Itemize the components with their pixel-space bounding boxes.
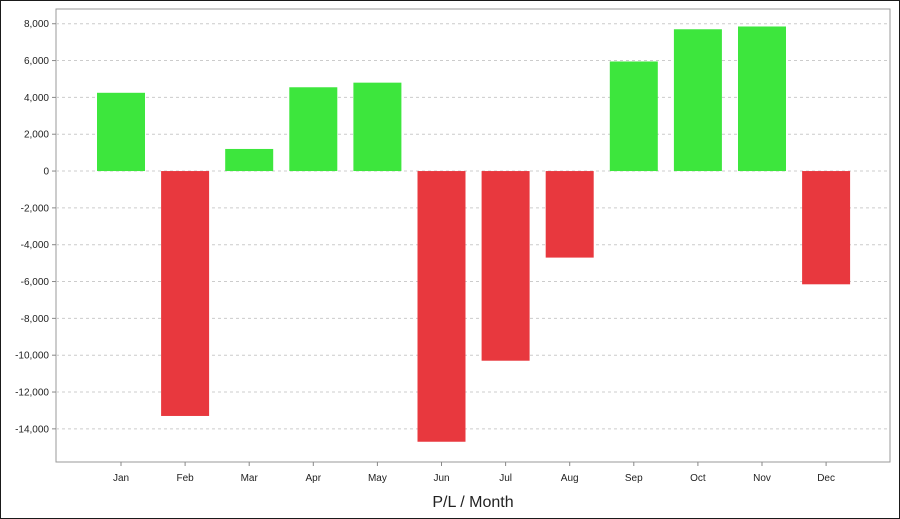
x-tick-label-jan: Jan [113,473,129,484]
x-tick-label-nov: Nov [753,473,771,484]
x-tick-label-jul: Jul [499,473,512,484]
y-tick-label: -12,000 [15,388,49,399]
x-tick-label-mar: Mar [241,473,259,484]
bar-nov [738,26,786,172]
y-tick-label: -14,000 [15,424,49,435]
bar-oct [673,29,722,172]
x-axis: Jan Feb Mar Apr May Jun Jul Aug Sep Oct Nov Dec [113,462,835,484]
y-tick-label: 4,000 [24,93,49,104]
bar-may [353,82,402,172]
y-tick-label: -8,000 [21,314,50,325]
y-tick-label: 8,000 [24,19,49,30]
bar-apr [289,87,338,172]
y-tick-label: 2,000 [24,130,49,141]
bar-dec [802,171,851,285]
bar-jan [97,92,145,172]
x-tick-label-feb: Feb [176,473,194,484]
y-axis: 8,000 6,000 4,000 2,000 0 -2,000 -4,000 -6,000 -… [15,19,56,435]
bar-mar [225,148,274,172]
y-tick-label: 0 [43,167,49,178]
y-tick-label: -6,000 [21,277,50,288]
x-tick-label-may: May [368,473,387,484]
bar-jun [417,171,466,442]
x-tick-label-dec: Dec [817,473,835,484]
bars [97,26,851,442]
y-tick-label: 6,000 [24,56,49,67]
x-tick-label-apr: Apr [306,473,322,484]
y-tick-label: -2,000 [21,203,50,214]
y-tick-label: -10,000 [15,351,49,362]
x-tick-label-aug: Aug [561,473,579,484]
x-tick-label-sep: Sep [625,473,643,484]
x-tick-label-oct: Oct [690,473,706,484]
x-tick-label-jun: Jun [433,473,449,484]
bar-sep [609,61,658,172]
x-axis-title: P/L / Month [432,494,513,511]
y-tick-label: -4,000 [21,240,50,251]
bar-feb [161,171,210,416]
bar-jul [481,171,530,361]
bar-aug [545,171,594,258]
